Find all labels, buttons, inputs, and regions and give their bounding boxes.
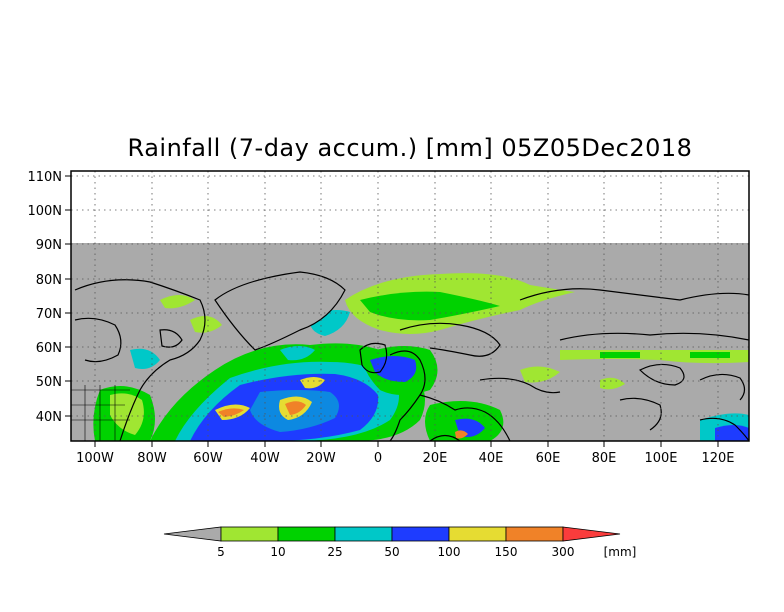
lon-label-80e: 80E <box>592 451 617 466</box>
colorbar-label-50: 50 <box>384 545 399 559</box>
lon-label-40w: 40W <box>250 451 280 466</box>
colorbar-label-150: 150 <box>495 545 518 559</box>
colorbar-seg-2 <box>277 526 336 542</box>
state-borders <box>71 385 130 441</box>
gridlines <box>71 171 749 441</box>
lat-label-40n: 40N <box>36 410 62 425</box>
colorbar-labels: 5 10 25 50 100 150 300 <box>217 545 574 559</box>
lon-label-40e: 40E <box>479 451 504 466</box>
no-data-region <box>71 171 749 243</box>
lon-label-60e: 60E <box>536 451 561 466</box>
lat-label-90n: 90N <box>36 238 62 253</box>
colorbar-label-5: 5 <box>217 545 225 559</box>
lat-label-70n: 70N <box>36 307 62 322</box>
axis-ticks <box>65 175 719 447</box>
colorbar: 5 10 25 50 100 150 300 [mm] <box>163 526 637 559</box>
colorbar-seg-6 <box>505 526 564 542</box>
colorbar-unit: [mm] <box>604 545 637 559</box>
colorbar-seg-7 <box>562 526 621 542</box>
latitude-labels: 110N 100N 90N 80N 70N 60N 50N 40N <box>27 170 62 425</box>
lon-label-0: 0 <box>374 451 382 466</box>
lat-label-80n: 80N <box>36 273 62 288</box>
lon-label-80w: 80W <box>137 451 167 466</box>
colorbar-label-300: 300 <box>552 545 575 559</box>
colorbar-seg-4 <box>391 526 450 542</box>
longitude-labels: 100W 80W 60W 40W 20W 0 20E 40E 60E 80E 1… <box>76 451 734 466</box>
lat-label-60n: 60N <box>36 341 62 356</box>
colorbar-seg-5 <box>448 526 507 542</box>
lon-label-20w: 20W <box>306 451 336 466</box>
map-title: Rainfall (7-day accum.) [mm] 05Z05Dec201… <box>127 134 693 162</box>
map-panel: 110N 100N 90N 80N 70N 60N 50N 40N 100W 8… <box>27 170 750 466</box>
map-frame <box>70 170 750 442</box>
colorbar-seg-3 <box>334 526 393 542</box>
lon-label-100w: 100W <box>76 451 114 466</box>
rainfall-field <box>93 272 749 441</box>
lat-label-50n: 50N <box>36 375 62 390</box>
lon-label-120e: 120E <box>701 451 734 466</box>
colorbar-label-10: 10 <box>270 545 285 559</box>
colorbar-seg-0 <box>163 526 222 542</box>
colorbar-seg-1 <box>220 526 279 542</box>
coastlines <box>74 271 750 442</box>
lat-label-100n: 100N <box>27 204 62 219</box>
colorbar-label-25: 25 <box>327 545 342 559</box>
lat-label-110n: 110N <box>27 170 62 185</box>
lon-label-60w: 60W <box>193 451 223 466</box>
colorbar-label-100: 100 <box>438 545 461 559</box>
lon-label-100e: 100E <box>644 451 677 466</box>
lon-label-20e: 20E <box>423 451 448 466</box>
